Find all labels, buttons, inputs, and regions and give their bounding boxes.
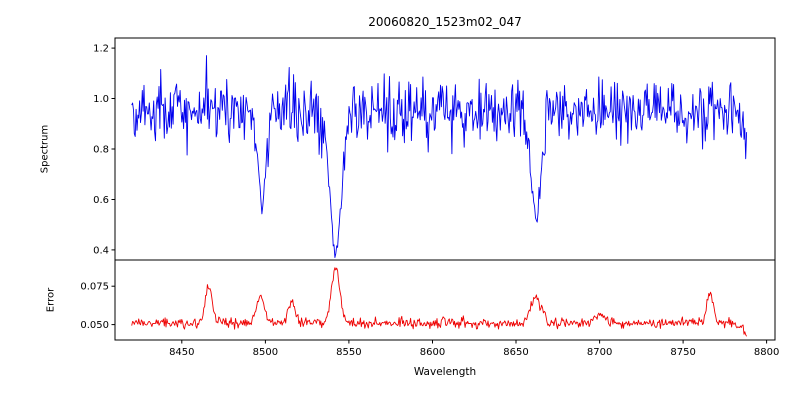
x-tick-label: 8600	[420, 347, 445, 358]
y-tick-label: 0.6	[93, 195, 109, 206]
x-tick-label: 8750	[670, 347, 695, 358]
axes-border-panel-1	[114, 259, 776, 341]
y-tick-label: 0.8	[93, 145, 109, 156]
x-tick-label: 8450	[169, 347, 194, 358]
y-tick-label: 0.075	[80, 282, 109, 293]
y-tick-label: 1.2	[93, 44, 109, 55]
x-tick-label: 8650	[503, 347, 528, 358]
x-axis-label: Wavelength	[413, 366, 477, 378]
x-tick-label: 8550	[336, 347, 361, 358]
chart-title: 20060820_1523m02_047	[368, 15, 522, 29]
error-line	[131, 267, 747, 337]
spectrum-line	[131, 55, 748, 258]
x-tick-label: 8700	[587, 347, 612, 358]
y-tick-label: 0.050	[80, 320, 109, 331]
axes-border-panel-0	[114, 37, 776, 261]
x-tick-label: 8500	[253, 347, 278, 358]
y-tick-label: 0.4	[93, 245, 109, 256]
y-tick-label: 1.0	[93, 94, 109, 105]
x-tick-label: 8800	[754, 347, 779, 358]
